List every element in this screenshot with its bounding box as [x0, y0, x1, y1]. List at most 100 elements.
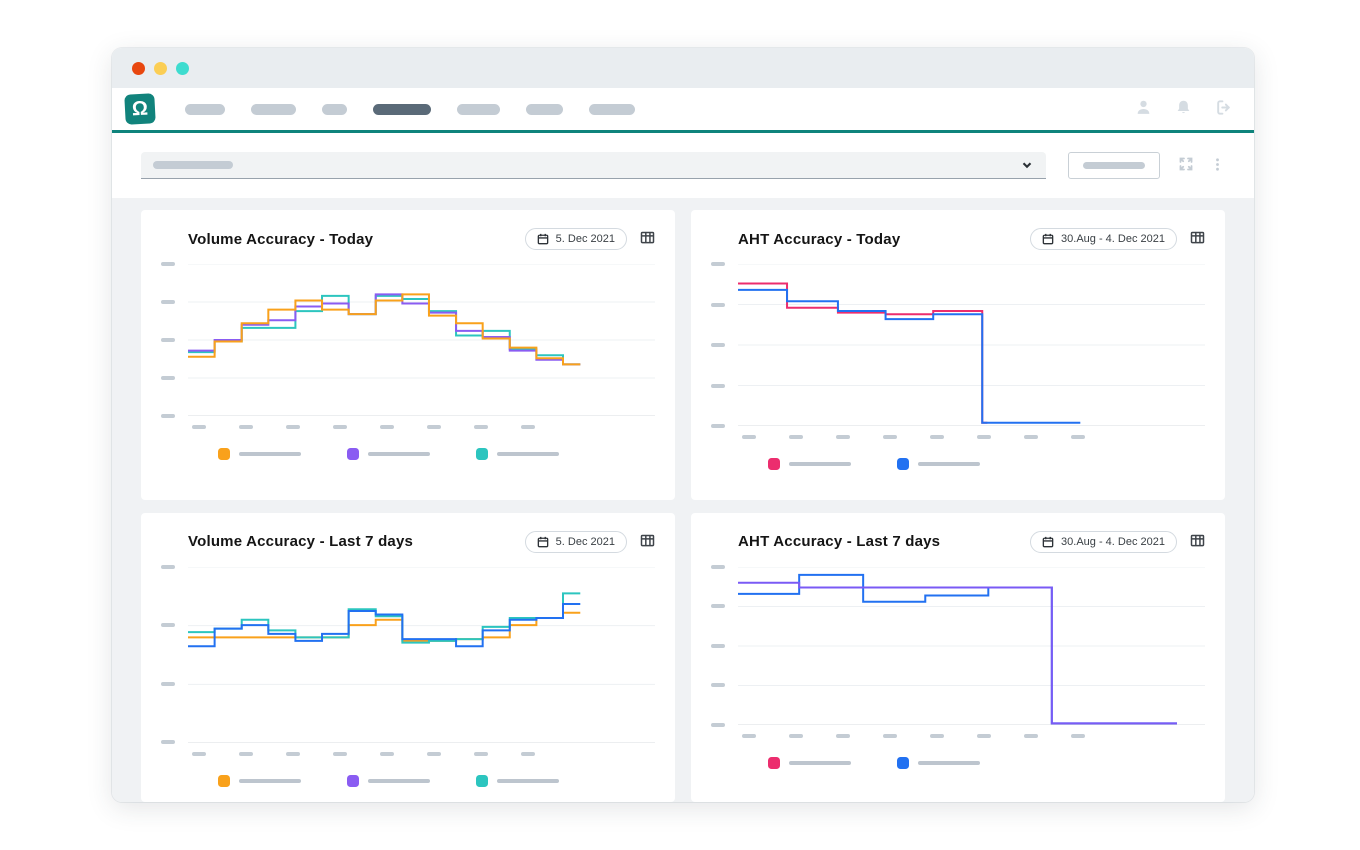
y-axis-tick-placeholder — [711, 722, 725, 727]
nav-placeholder-item-5[interactable] — [457, 103, 500, 115]
calendar-icon — [1042, 536, 1054, 548]
chart-series-orange — [188, 612, 580, 640]
legend-label-placeholder — [368, 452, 430, 456]
kebab-menu-icon — [1210, 157, 1225, 175]
x-axis-tick-placeholder — [380, 751, 394, 756]
app-logo[interactable]: Ω — [124, 93, 156, 125]
table-icon — [640, 533, 655, 551]
table-icon — [1190, 230, 1205, 248]
legend-item[interactable] — [476, 448, 559, 460]
dashboard-select[interactable] — [141, 152, 1046, 179]
browser-chrome-bar — [112, 48, 1254, 88]
nav-placeholder-item-4[interactable] — [373, 103, 431, 115]
x-axis-tick-placeholder — [1024, 435, 1038, 439]
legend-item[interactable] — [347, 774, 430, 787]
x-axis-tick-placeholder — [883, 435, 897, 439]
y-axis-ticks — [161, 564, 188, 745]
date-range-picker[interactable]: 30.Aug - 4. Dec 2021 — [1030, 530, 1177, 553]
logout-icon — [1215, 99, 1232, 119]
legend-swatch — [347, 448, 359, 460]
fullscreen-button[interactable] — [1178, 156, 1194, 175]
chart-card: Volume Accuracy - Last 7 days 5. Dec 202… — [141, 512, 675, 802]
legend-item[interactable] — [768, 756, 851, 769]
more-options-button[interactable] — [1210, 157, 1225, 175]
legend-swatch — [476, 448, 488, 460]
x-axis-tick-placeholder — [474, 751, 488, 756]
x-axis-tick-placeholder — [380, 425, 394, 429]
traffic-light-close[interactable] — [132, 61, 145, 75]
chart-title: Volume Accuracy - Today — [188, 230, 374, 248]
y-axis-tick-placeholder — [161, 300, 175, 304]
filter-toolbar — [112, 133, 1254, 198]
x-axis-tick-placeholder — [239, 425, 253, 429]
legend-item[interactable] — [897, 756, 980, 769]
chart-legend — [218, 774, 655, 787]
notifications-button[interactable] — [1175, 99, 1192, 119]
chart-series-blue — [738, 290, 1080, 423]
nav-placeholder-item-6[interactable] — [526, 103, 563, 115]
user-profile-button[interactable] — [1135, 99, 1152, 119]
x-axis-tick-placeholder — [930, 435, 944, 439]
table-view-button[interactable] — [640, 533, 655, 551]
x-axis-tick-placeholder — [789, 435, 803, 439]
x-axis-tick-placeholder — [977, 435, 991, 439]
toolbar-text-input[interactable] — [1068, 152, 1160, 179]
legend-label-placeholder — [918, 760, 980, 765]
table-view-button[interactable] — [1190, 230, 1205, 248]
date-range-picker[interactable]: 5. Dec 2021 — [524, 228, 627, 250]
legend-item[interactable] — [347, 448, 430, 460]
x-axis-tick-placeholder — [836, 733, 850, 738]
y-axis-tick-placeholder — [711, 604, 725, 608]
y-axis-tick-placeholder — [161, 740, 175, 745]
nav-placeholder-item-2[interactable] — [251, 103, 296, 115]
y-axis-tick-placeholder — [161, 414, 175, 418]
nav-placeholder-item-1[interactable] — [185, 103, 225, 115]
chart-legend — [768, 756, 1205, 769]
date-range-label: 5. Dec 2021 — [555, 535, 615, 548]
bell-icon — [1175, 99, 1192, 119]
y-axis-tick-placeholder — [711, 262, 725, 266]
user-icon — [1135, 99, 1152, 119]
traffic-light-minimize[interactable] — [154, 61, 167, 75]
x-axis-ticks — [742, 733, 1205, 738]
x-axis-tick-placeholder — [789, 733, 803, 738]
legend-item[interactable] — [476, 774, 559, 787]
y-axis-tick-placeholder — [161, 376, 175, 380]
date-range-label: 5. Dec 2021 — [555, 233, 615, 245]
x-axis-tick-placeholder — [239, 751, 253, 756]
x-axis-tick-placeholder — [521, 751, 535, 756]
legend-label-placeholder — [789, 462, 851, 466]
legend-item[interactable] — [218, 774, 301, 787]
logout-button[interactable] — [1215, 99, 1232, 119]
legend-item[interactable] — [768, 458, 851, 470]
table-view-button[interactable] — [1190, 533, 1205, 551]
nav-placeholder-item-7[interactable] — [589, 103, 635, 115]
legend-label-placeholder — [497, 452, 559, 456]
legend-item[interactable] — [897, 458, 980, 470]
date-range-picker[interactable]: 30.Aug - 4. Dec 2021 — [1030, 228, 1177, 250]
legend-swatch — [897, 756, 909, 769]
chart-series-teal — [188, 593, 580, 642]
traffic-light-zoom[interactable] — [176, 61, 189, 75]
legend-item[interactable] — [218, 448, 301, 460]
x-axis-tick-placeholder — [742, 733, 756, 738]
x-axis-tick-placeholder — [333, 425, 347, 429]
table-view-button[interactable] — [640, 230, 655, 248]
date-range-label: 30.Aug - 4. Dec 2021 — [1061, 233, 1165, 245]
chart-series-purple — [188, 294, 580, 364]
y-axis-tick-placeholder — [711, 424, 725, 428]
nav-placeholder-item-3[interactable] — [322, 103, 347, 115]
chart-series-teal — [188, 296, 580, 364]
y-axis-tick-placeholder — [161, 338, 175, 342]
date-range-picker[interactable]: 5. Dec 2021 — [524, 530, 627, 553]
chart-card: Volume Accuracy - Today 5. Dec 2021 — [141, 210, 675, 500]
legend-swatch — [768, 756, 780, 769]
calendar-icon — [537, 536, 549, 548]
x-axis-tick-placeholder — [1024, 733, 1038, 738]
x-axis-tick-placeholder — [474, 425, 488, 429]
y-axis-ticks — [711, 564, 738, 727]
legend-label-placeholder — [368, 778, 430, 783]
nav-menu — [185, 103, 635, 115]
chart-series-blue — [738, 574, 1177, 723]
x-axis-tick-placeholder — [1071, 733, 1085, 738]
